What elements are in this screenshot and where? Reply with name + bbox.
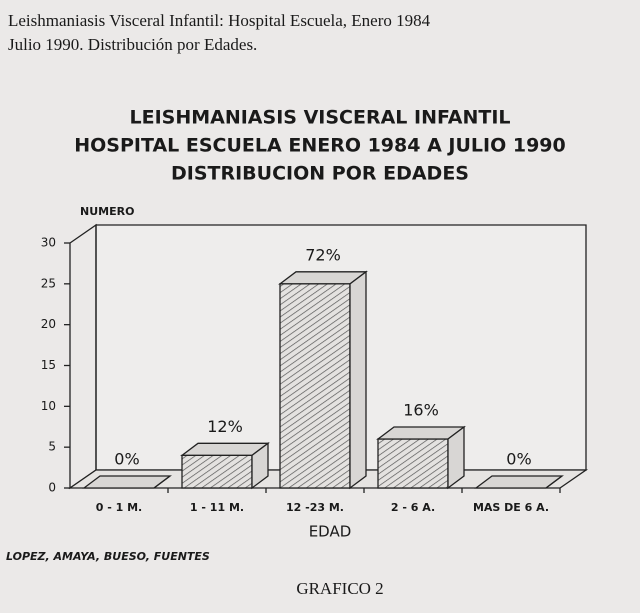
annotation: 0% xyxy=(114,450,139,469)
caption: Leishmaniasis Visceral Infantil: Hospita… xyxy=(8,11,431,30)
bar-side xyxy=(349,270,367,490)
caption: Julio 1990. Distribución por Edades. xyxy=(8,35,257,54)
x-tick-label: 12 -23 M. xyxy=(286,501,344,514)
annotation: 16% xyxy=(403,401,439,420)
y-tick-label: 25 xyxy=(41,276,56,290)
bar-side xyxy=(153,475,171,489)
figure-label: GRAFICO 2 xyxy=(296,579,383,598)
chart-title: HOSPITAL ESCUELA ENERO 1984 A JULIO 1990 xyxy=(74,135,565,157)
bar-side xyxy=(545,475,563,489)
x-tick-label: 1 - 11 M. xyxy=(190,501,244,514)
y-tick-label: 0 xyxy=(48,481,56,495)
x-axis-label: EDAD xyxy=(309,523,352,541)
x-tick-label: 2 - 6 A. xyxy=(391,501,435,514)
bar-side xyxy=(447,425,465,490)
annotation: 12% xyxy=(207,417,243,436)
x-tick-label: 0 - 1 M. xyxy=(96,501,143,514)
chart-title: DISTRIBUCION POR EDADES xyxy=(171,163,469,185)
y-tick-label: 5 xyxy=(48,440,56,454)
side-wall xyxy=(69,223,97,490)
y-tick-label: 15 xyxy=(41,358,56,372)
bar-front xyxy=(181,454,253,489)
annotation: 72% xyxy=(305,245,341,264)
y-tick-label: 10 xyxy=(41,399,56,413)
y-tick-label: 30 xyxy=(41,236,56,250)
annotation: 0% xyxy=(506,450,531,469)
chart-title: LEISHMANIASIS VISCERAL INFANTIL xyxy=(129,107,510,129)
x-tick-label: MAS DE 6 A. xyxy=(473,501,549,514)
bar-side xyxy=(251,442,269,490)
y-tick-label: 20 xyxy=(41,317,56,331)
bar-front xyxy=(377,438,449,489)
y-axis-label: NUMERO xyxy=(80,205,134,218)
bar-front xyxy=(279,283,351,489)
authors: LOPEZ, AMAYA, BUESO, FUENTES xyxy=(6,550,210,563)
